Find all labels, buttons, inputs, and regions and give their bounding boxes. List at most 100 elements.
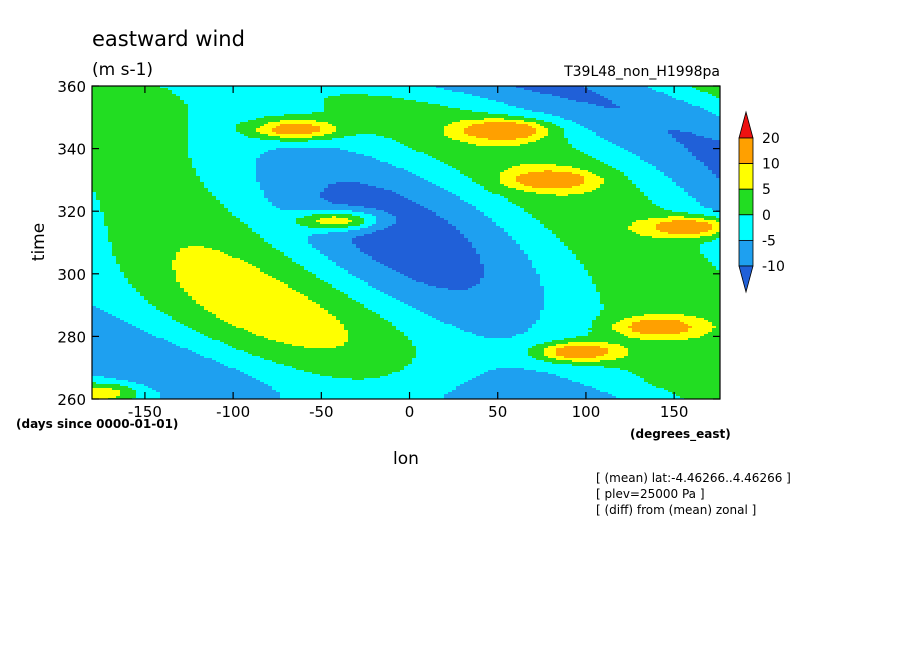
contour-cell [352, 378, 364, 380]
contour-cell [464, 92, 540, 94]
contour-cell [308, 296, 348, 298]
contour-cell [320, 126, 336, 128]
contour-cell [92, 368, 236, 370]
contour-cell [256, 128, 272, 130]
contour-cell [468, 202, 512, 204]
contour-cell [544, 136, 564, 138]
contour-cell [620, 344, 720, 346]
contour-cell [464, 234, 508, 236]
contour-cell [440, 186, 484, 188]
contour-cell [352, 214, 372, 216]
contour-cell [608, 352, 628, 354]
contour-cell [364, 252, 476, 254]
contour-cell [500, 174, 520, 176]
plot-frame [91, 85, 721, 400]
contour-cell [672, 96, 716, 98]
contour-cell [456, 386, 592, 388]
contour-cell [92, 344, 176, 346]
contour-cell [92, 294, 140, 296]
contour-cell [308, 298, 352, 300]
contour-cell [92, 158, 192, 160]
colorbar-extend-min [738, 265, 754, 294]
contour-cell [700, 232, 716, 234]
contour-cell [596, 92, 664, 94]
x-tick-label: 100 [572, 403, 601, 421]
contour-cell [92, 376, 104, 378]
contour-cell [580, 168, 616, 170]
contour-cell [92, 364, 224, 366]
contour-cell [256, 232, 328, 234]
contour-cell [372, 310, 420, 312]
contour-cell [660, 170, 712, 172]
colorbar-segment [738, 163, 754, 190]
contour-cell [324, 108, 460, 110]
x-axis: -150 -100 -50 0 50 100 150 [128, 86, 688, 421]
contour-cell [92, 90, 172, 92]
contour-cell [360, 302, 404, 304]
contour-cell [332, 138, 392, 140]
contour-cell [568, 98, 608, 100]
contour-cell [468, 238, 512, 240]
contour-cell [92, 114, 188, 116]
contour-cell [564, 130, 592, 132]
contour-cell [308, 238, 352, 240]
contour-cell [576, 336, 628, 338]
contour-cell [128, 278, 176, 280]
contour-cell [304, 216, 332, 218]
contour-cell [628, 370, 720, 372]
contour-cell [316, 220, 352, 222]
contour-cell [372, 256, 480, 258]
contour-cell [516, 188, 596, 190]
contour-cell [708, 320, 720, 322]
y-tick-label: 320 [57, 203, 86, 221]
contour-cell [480, 374, 556, 376]
contour-cell [592, 190, 640, 192]
contour-cell [608, 342, 720, 344]
contour-cell [92, 310, 104, 312]
contour-cell [276, 248, 316, 250]
contour-cell [116, 316, 172, 318]
contour-cell [264, 272, 312, 274]
contour-cell [404, 98, 488, 100]
contour-cell [540, 318, 596, 320]
contour-cell [188, 292, 300, 294]
contour-cell [260, 154, 364, 156]
contour-cell [704, 206, 720, 208]
contour-cell [368, 94, 472, 96]
contour-cell [708, 110, 720, 112]
contour-cell [452, 390, 600, 392]
contour-cell [324, 308, 368, 310]
contour-cell [312, 234, 364, 236]
contour-cell [412, 200, 464, 202]
contour-cell [272, 386, 456, 388]
contour-cell [652, 200, 696, 202]
contour-cell [504, 102, 588, 104]
contour-cell [604, 96, 672, 98]
contour-cell [264, 190, 324, 192]
contour-cell [572, 144, 616, 146]
contour-cell [464, 330, 528, 332]
contour-cell [568, 248, 700, 250]
contour-cell [584, 266, 716, 268]
contour-cell [492, 192, 536, 194]
contour-cell [444, 88, 524, 90]
contour-cell [376, 220, 396, 222]
contour-cell [452, 166, 512, 168]
contour-cell [92, 152, 188, 154]
contour-cell [496, 100, 576, 102]
contour-cell [464, 200, 508, 202]
contour-cell [600, 184, 636, 186]
contour-cell [236, 128, 256, 130]
contour-cell [92, 140, 188, 142]
contour-cell [328, 122, 452, 124]
contour-cell [92, 274, 124, 276]
contour-cell [100, 204, 224, 206]
contour-cell [632, 322, 684, 324]
contour-cell [704, 254, 720, 256]
contour-cell [392, 322, 444, 324]
contour-cell [228, 210, 352, 212]
contour-cell [532, 266, 584, 268]
contour-cell [492, 220, 540, 222]
contour-cell [548, 132, 564, 134]
contour-cell [412, 278, 480, 280]
